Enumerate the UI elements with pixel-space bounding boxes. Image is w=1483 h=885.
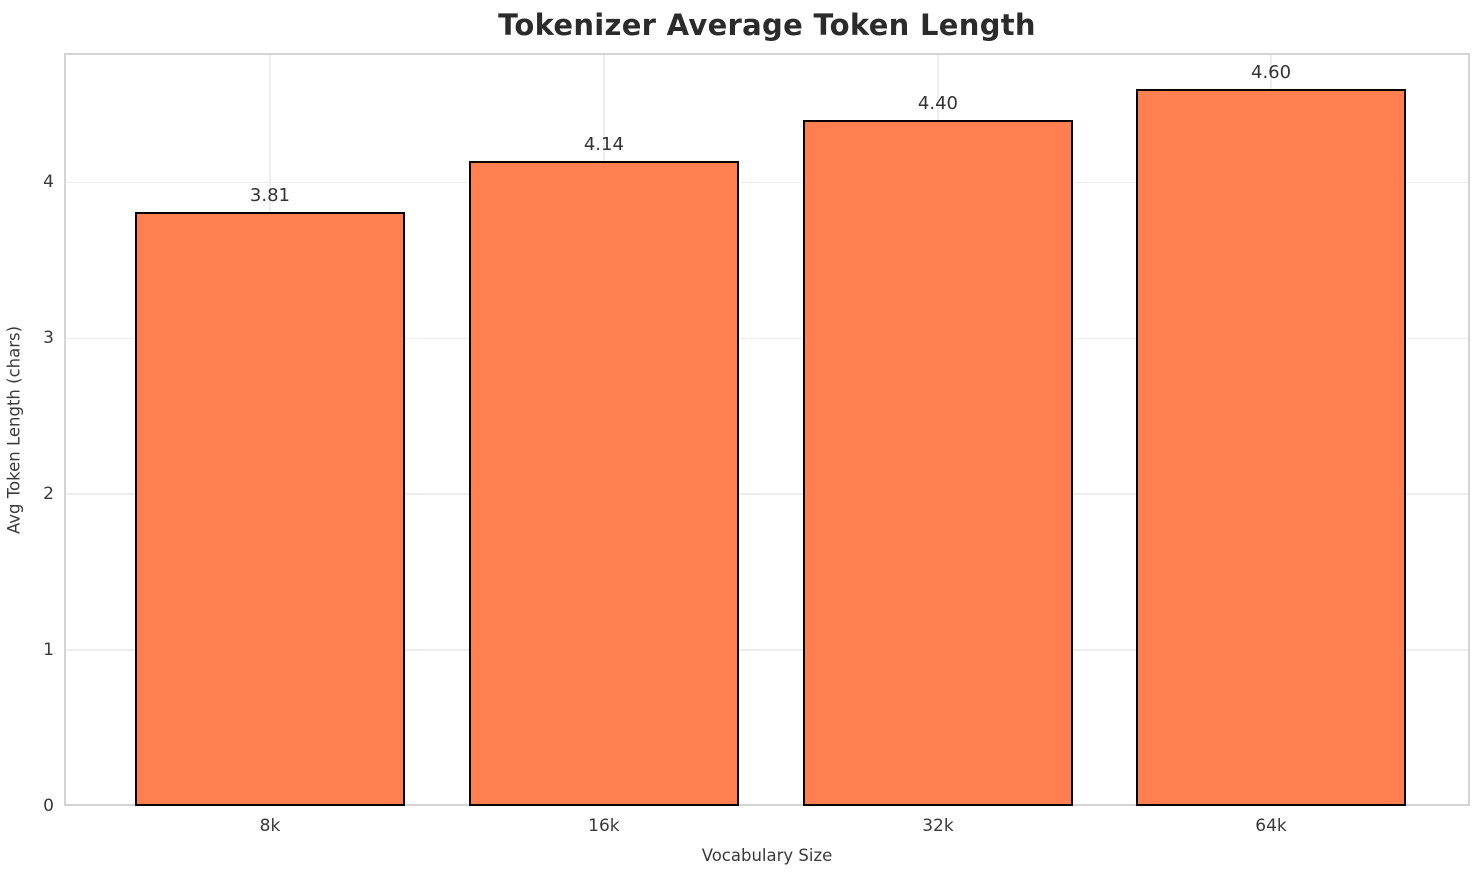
spine-top bbox=[64, 53, 1470, 55]
y-tick-label: 1 bbox=[43, 640, 54, 661]
x-tick-label: 8k bbox=[259, 816, 281, 836]
x-tick-label: 32k bbox=[922, 816, 954, 836]
gridline-horizontal bbox=[64, 181, 1470, 184]
y-tick-label: 4 bbox=[43, 172, 54, 193]
spine-left bbox=[64, 53, 66, 806]
x-tick-label: 16k bbox=[588, 816, 620, 836]
gridline-horizontal bbox=[64, 337, 1470, 340]
gridline-horizontal bbox=[64, 493, 1470, 495]
bar-8k bbox=[134, 212, 405, 806]
x-axis-label: Vocabulary Size bbox=[701, 846, 833, 865]
x-tick-label: 64k bbox=[1255, 816, 1287, 836]
bar-value-label: 4.60 bbox=[1251, 61, 1292, 83]
plot-area: 3.81 4.14 4.40 4.60 bbox=[64, 53, 1470, 806]
y-tick-label: 0 bbox=[43, 796, 54, 816]
gridline-horizontal bbox=[64, 649, 1470, 651]
spine-right bbox=[1468, 53, 1470, 806]
bar-16k bbox=[468, 160, 739, 806]
bar-value-label: 4.14 bbox=[583, 133, 624, 155]
spine-bottom bbox=[64, 804, 1470, 806]
bar-32k bbox=[802, 120, 1073, 806]
chart-title: Tokenizer Average Token Length bbox=[498, 8, 1036, 42]
bar-value-label: 4.40 bbox=[917, 93, 959, 115]
y-tick-label: 2 bbox=[43, 484, 54, 505]
bar-value-label: 3.81 bbox=[249, 185, 291, 207]
y-tick-label: 3 bbox=[43, 328, 54, 349]
bar-64k bbox=[1136, 88, 1407, 806]
